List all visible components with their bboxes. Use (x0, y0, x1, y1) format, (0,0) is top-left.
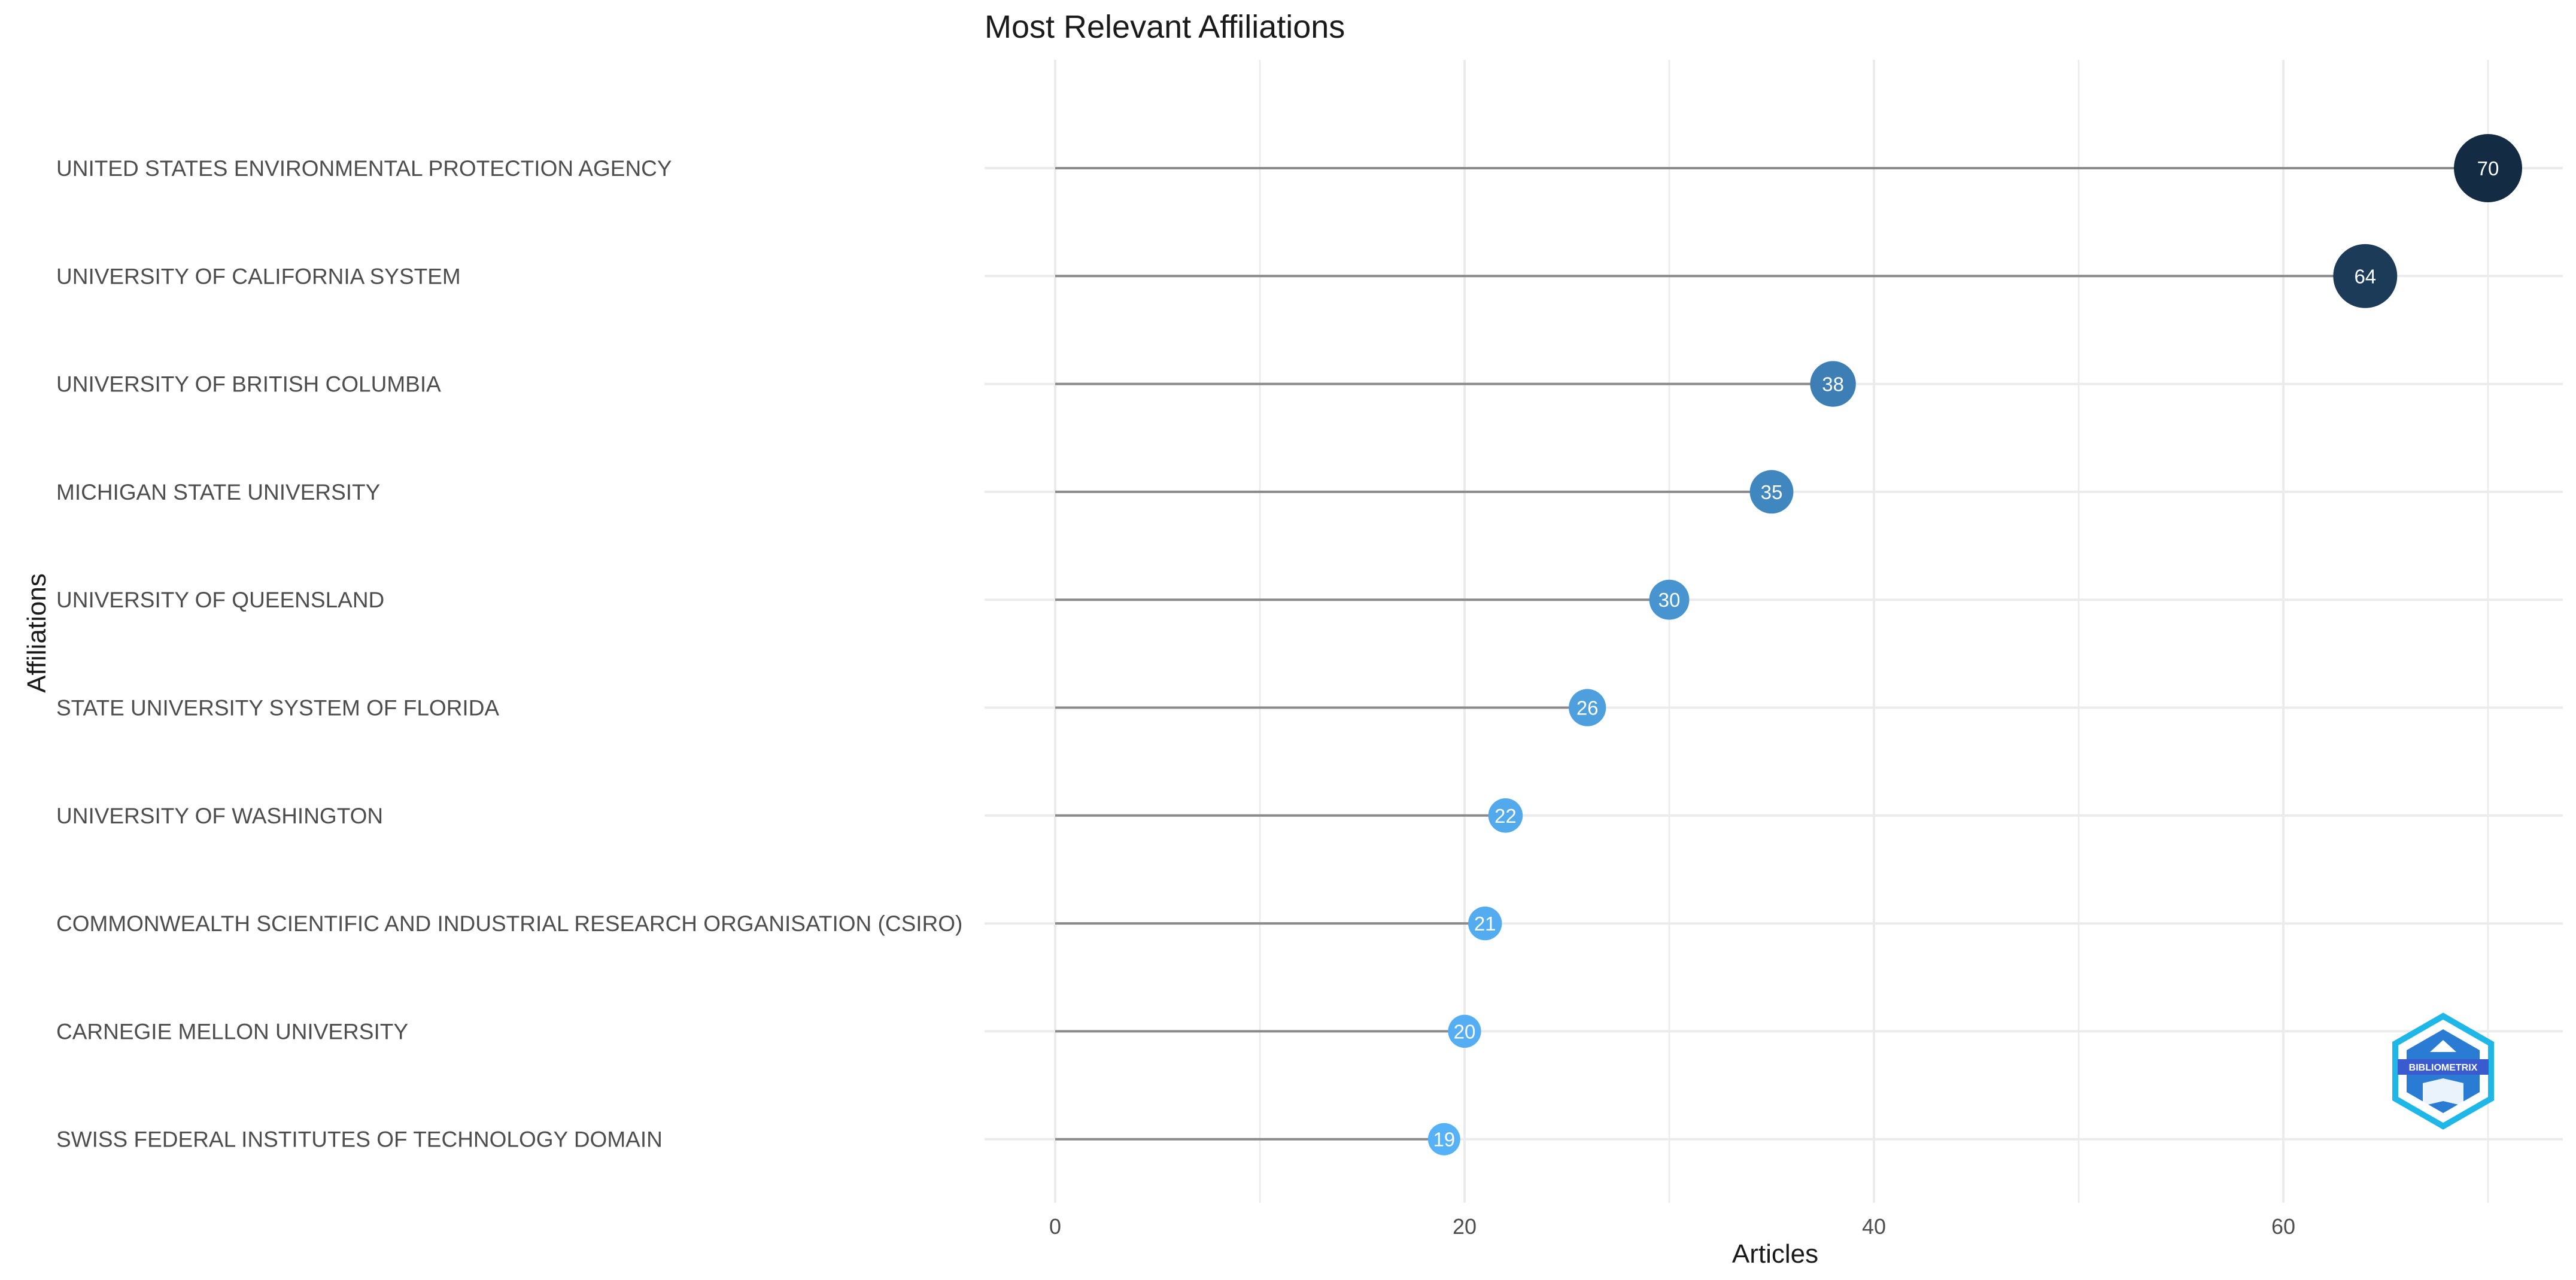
x-tick-label: 0 (1049, 1214, 1061, 1239)
data-label: 35 (1761, 481, 1783, 503)
data-label: 20 (1454, 1020, 1476, 1042)
x-tick-label: 40 (1862, 1214, 1886, 1239)
category-label: COMMONWEALTH SCIENTIFIC AND INDUSTRIAL R… (56, 911, 962, 936)
logo-book-icon (2423, 1078, 2463, 1106)
lollipop-dot (1749, 470, 1794, 514)
data-label: 30 (1658, 589, 1681, 611)
category-label: CARNEGIE MELLON UNIVERSITY (56, 1019, 408, 1044)
lollipop-dot (1810, 361, 1856, 407)
logo-roof-icon (2430, 1040, 2456, 1052)
category-label: UNITED STATES ENVIRONMENTAL PROTECTION A… (56, 156, 672, 181)
lollipop-dot (1427, 1123, 1460, 1156)
bibliometrix-logo: BIBLIOMETRIX (2392, 1013, 2494, 1130)
logo-banner (2398, 1059, 2489, 1075)
x-tick-label: 60 (2271, 1214, 2295, 1239)
lollipop-dot (1468, 906, 1502, 941)
category-label: UNIVERSITY OF CALIFORNIA SYSTEM (56, 264, 461, 288)
data-label: 19 (1433, 1129, 1455, 1151)
lollipop-dot (2454, 134, 2522, 202)
category-label: MICHIGAN STATE UNIVERSITY (56, 480, 380, 504)
lollipop-stems (1055, 167, 2488, 1141)
data-label: 38 (1822, 373, 1844, 396)
x-tick-label: 20 (1453, 1214, 1477, 1239)
data-label: 21 (1474, 913, 1496, 935)
category-label: UNIVERSITY OF WASHINGTON (56, 804, 383, 828)
logo-text: BIBLIOMETRIX (2409, 1063, 2478, 1073)
y-axis-label: Affiliations (22, 573, 51, 693)
category-label: SWISS FEDERAL INSTITUTES OF TECHNOLOGY D… (56, 1127, 663, 1152)
lollipop-dot (1488, 798, 1523, 833)
x-axis-label: Articles (1732, 1239, 1818, 1269)
data-label: 26 (1576, 697, 1599, 719)
data-label: 70 (2477, 157, 2499, 180)
category-label: UNIVERSITY OF QUEENSLAND (56, 588, 384, 612)
category-labels: UNITED STATES ENVIRONMENTAL PROTECTION A… (56, 156, 962, 1152)
lollipop-dot (1649, 579, 1690, 620)
data-label: 64 (2354, 265, 2376, 287)
lollipop-dot (1448, 1014, 1481, 1048)
category-label: STATE UNIVERSITY SYSTEM OF FLORIDA (56, 696, 499, 720)
lollipop-dots: 70 64 38 35 30 26 22 21 20 19 (1427, 134, 2522, 1156)
data-label: 22 (1494, 805, 1517, 827)
x-tick-labels: 0 20 40 60 (1049, 1214, 2295, 1239)
lollipop-dot (2333, 244, 2398, 308)
lollipop-dot (1569, 689, 1606, 726)
category-label: UNIVERSITY OF BRITISH COLUMBIA (56, 372, 441, 397)
chart-title: Most Relevant Affiliations (985, 9, 1345, 45)
